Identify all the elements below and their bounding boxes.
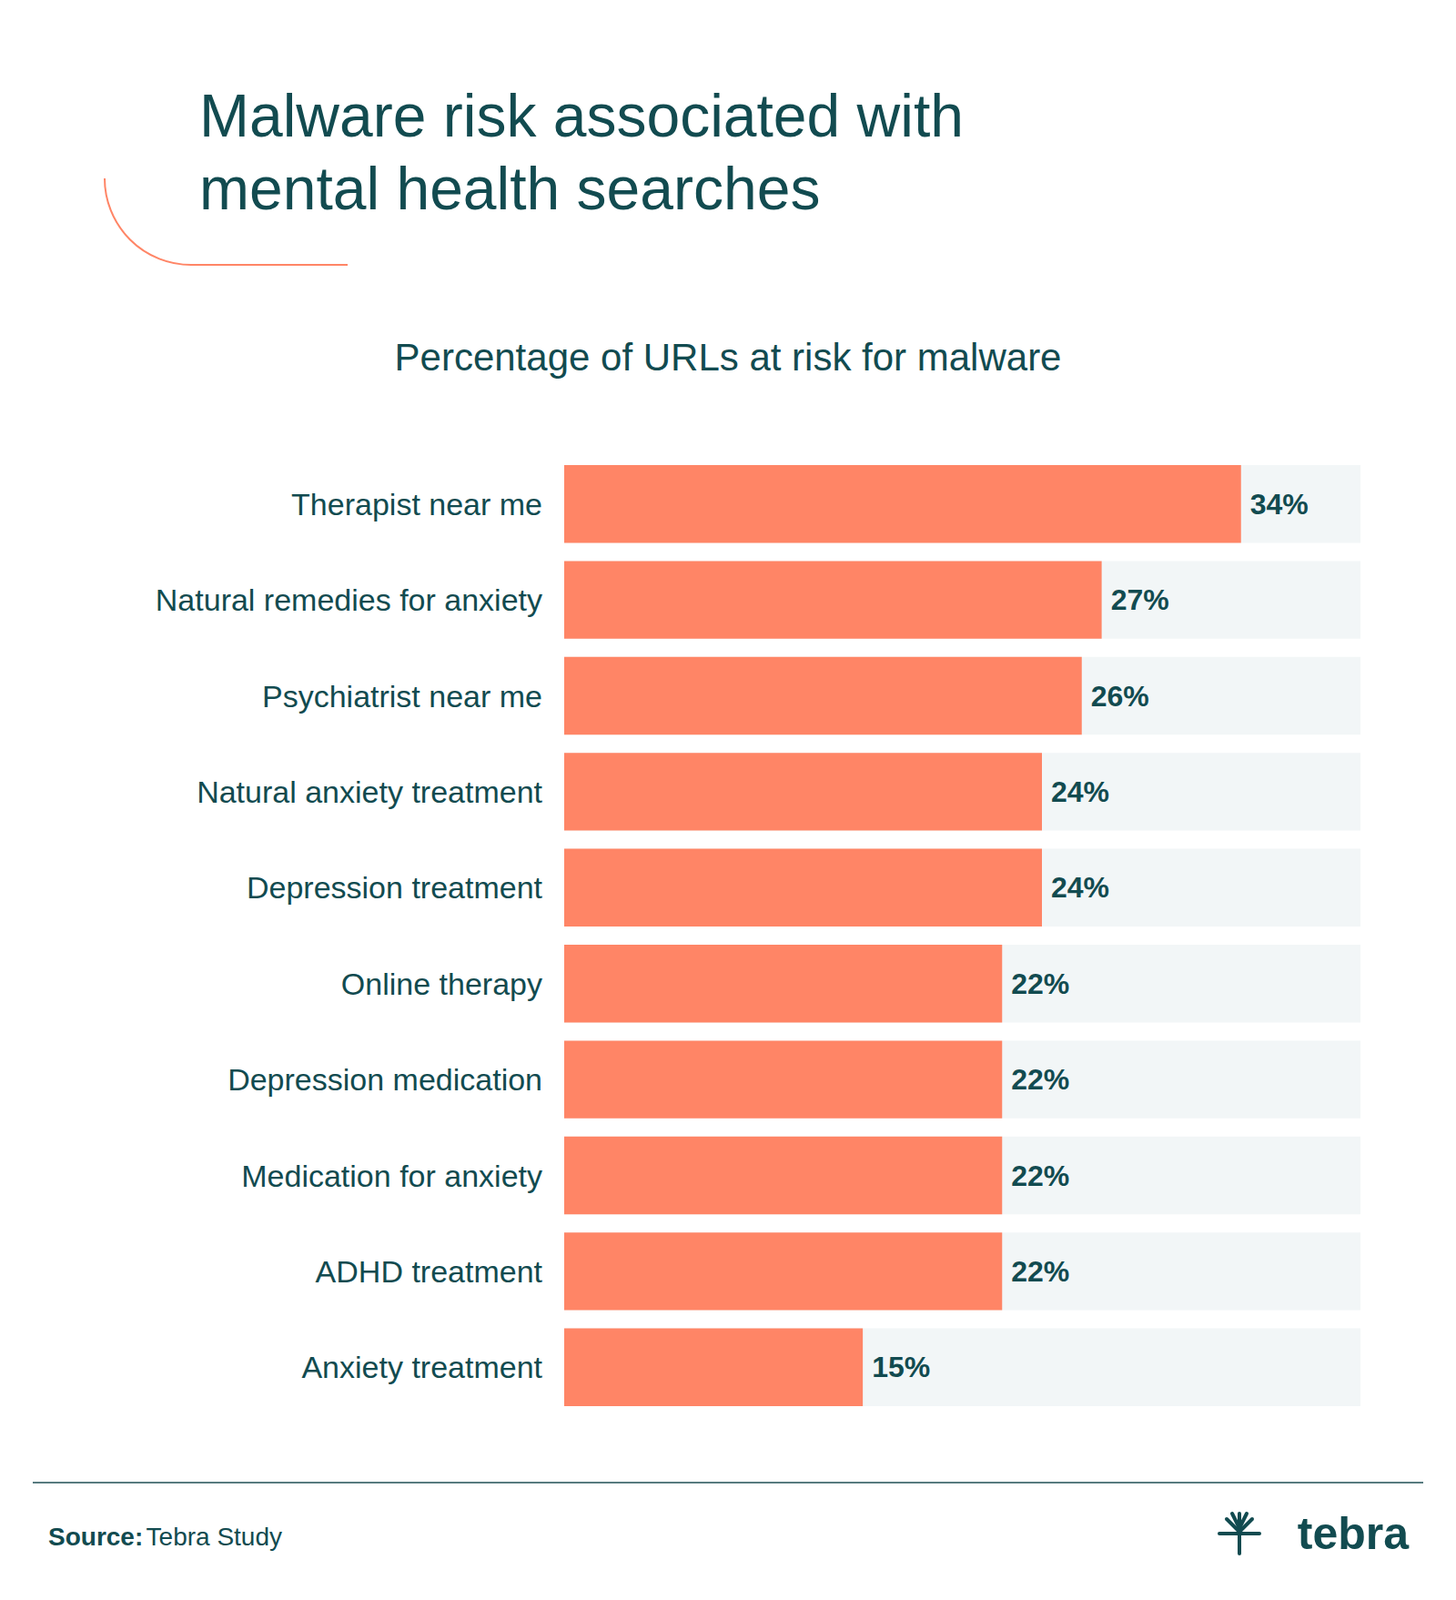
svg-text:22%: 22% [1011,967,1070,1001]
svg-text:22%: 22% [1011,1159,1070,1193]
svg-text:Source:: Source: [48,1522,143,1551]
svg-text:Tebra Study: Tebra Study [146,1522,283,1551]
svg-text:24%: 24% [1051,775,1110,809]
svg-text:Percentage of URLs at risk for: Percentage of URLs at risk for malware [394,335,1062,379]
svg-text:tebra: tebra [1297,1507,1410,1559]
svg-text:Anxiety treatment: Anxiety treatment [301,1349,543,1385]
svg-text:Therapist near me: Therapist near me [291,486,543,522]
svg-text:Natural remedies for anxiety: Natural remedies for anxiety [155,582,543,617]
svg-text:Depression treatment: Depression treatment [246,869,544,905]
svg-text:27%: 27% [1111,583,1170,617]
svg-text:Medication for anxiety: Medication for anxiety [241,1158,543,1194]
svg-text:mental health searches: mental health searches [199,154,820,223]
svg-text:22%: 22% [1011,1254,1070,1288]
svg-text:Natural anxiety treatment: Natural anxiety treatment [196,774,543,809]
svg-text:Depression medication: Depression medication [227,1061,543,1097]
svg-text:24%: 24% [1051,870,1110,904]
svg-text:Malware risk associated with: Malware risk associated with [199,81,964,150]
svg-text:Psychiatrist near me: Psychiatrist near me [262,678,543,714]
svg-text:34%: 34% [1250,487,1309,521]
svg-text:26%: 26% [1091,679,1150,713]
svg-text:Online therapy: Online therapy [341,966,543,1001]
svg-text:15%: 15% [871,1350,931,1384]
svg-text:22%: 22% [1011,1062,1070,1096]
svg-text:ADHD treatment: ADHD treatment [315,1253,544,1289]
